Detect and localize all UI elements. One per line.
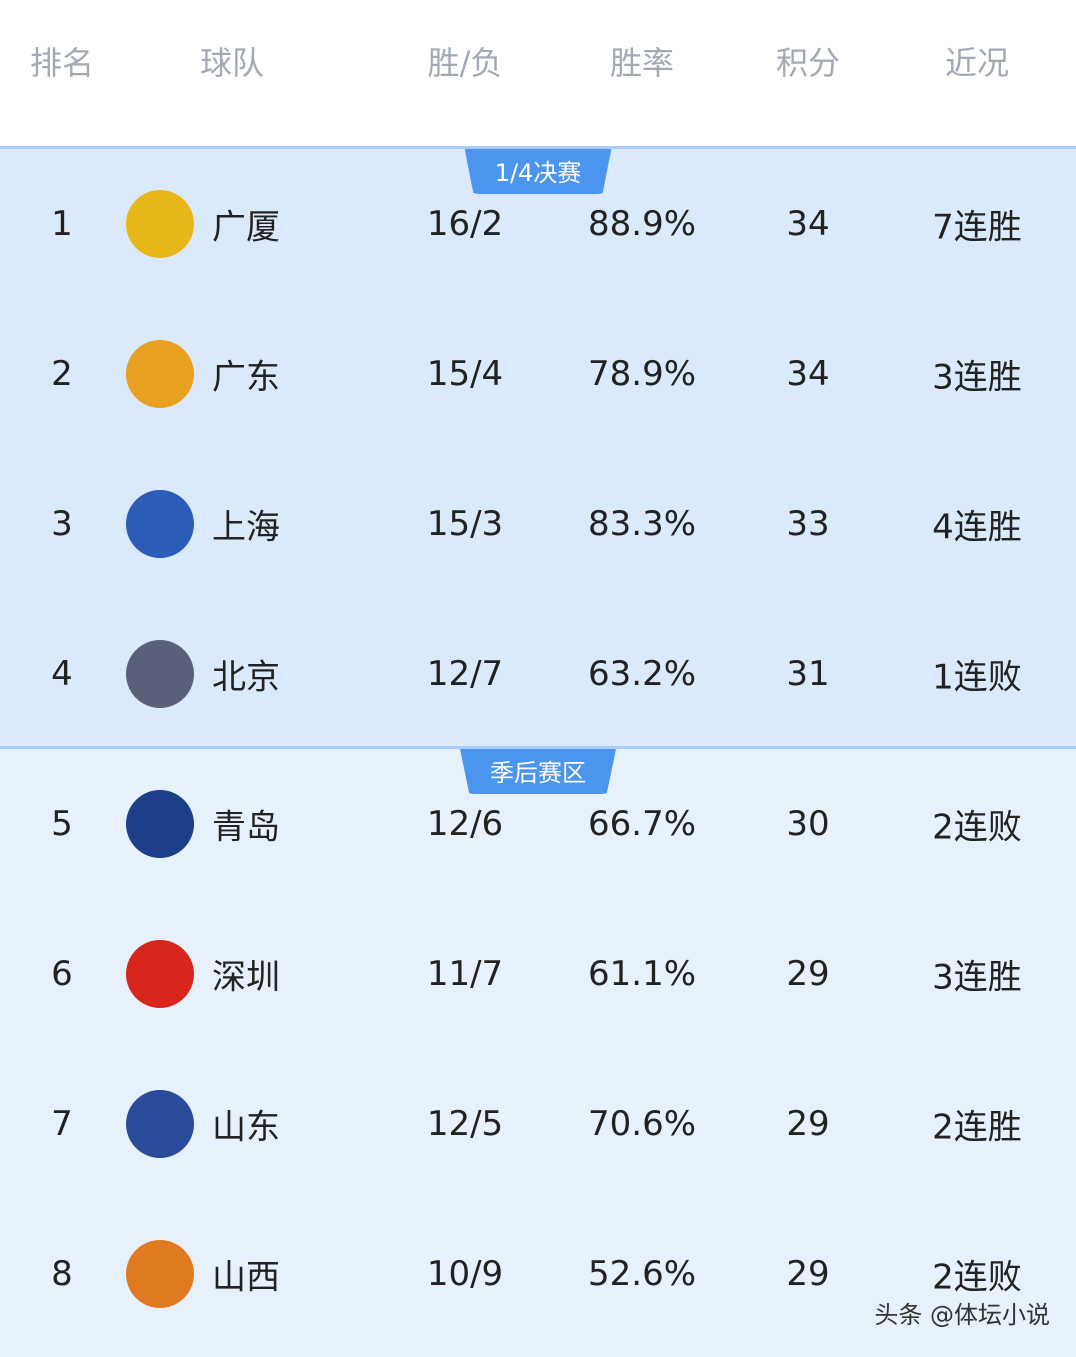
points: 34 xyxy=(786,204,830,244)
watermark: 头条 @体坛小说 xyxy=(874,1301,1050,1329)
streak: 3连胜 xyxy=(932,957,1022,998)
rank: 5 xyxy=(51,804,73,844)
team-logo-icon xyxy=(126,790,194,858)
table-row[interactable]: 8 山西 10/9 52.6% 29 2连败 xyxy=(0,1199,1076,1349)
team-name: 广东 xyxy=(212,357,280,398)
record: 12/6 xyxy=(426,804,504,844)
team-logo-icon xyxy=(126,340,194,408)
record: 15/3 xyxy=(426,504,504,544)
rank: 8 xyxy=(51,1254,73,1294)
team-logo-icon xyxy=(126,190,194,258)
record: 10/9 xyxy=(426,1254,504,1294)
rank: 4 xyxy=(51,654,73,694)
record: 15/4 xyxy=(426,354,504,394)
team-name: 广厦 xyxy=(212,207,280,248)
team-logo-icon xyxy=(126,640,194,708)
points: 29 xyxy=(786,1104,830,1144)
table-row[interactable]: 3 上海 15/3 83.3% 33 4连胜 xyxy=(0,449,1076,599)
win-pct: 52.6% xyxy=(587,1254,697,1294)
record: 12/5 xyxy=(426,1104,504,1144)
win-pct: 88.9% xyxy=(587,204,697,244)
team-name: 北京 xyxy=(212,657,280,698)
win-pct: 70.6% xyxy=(587,1104,697,1144)
section-tab: 1/4决赛 xyxy=(464,149,612,194)
win-pct: 78.9% xyxy=(587,354,697,394)
header-record: 胜/负 xyxy=(427,44,503,82)
points: 34 xyxy=(786,354,830,394)
table-row[interactable]: 1 广厦 16/2 88.9% 34 7连胜 xyxy=(0,149,1076,299)
rank: 7 xyxy=(51,1104,73,1144)
table-row[interactable]: 5 青岛 12/6 66.7% 30 2连败 xyxy=(0,749,1076,899)
streak: 4连胜 xyxy=(932,507,1022,548)
streak: 2连败 xyxy=(932,1257,1022,1298)
rank: 6 xyxy=(51,954,73,994)
record: 12/7 xyxy=(426,654,504,694)
section-tab: 季后赛区 xyxy=(460,749,616,794)
header-team: 球队 xyxy=(199,44,265,82)
header-win-pct: 胜率 xyxy=(609,44,675,82)
record: 16/2 xyxy=(426,204,504,244)
team-logo-icon xyxy=(126,490,194,558)
streak: 3连胜 xyxy=(932,357,1022,398)
streak: 2连胜 xyxy=(932,1107,1022,1148)
table-row[interactable]: 2 广东 15/4 78.9% 34 3连胜 xyxy=(0,299,1076,449)
points: 29 xyxy=(786,954,830,994)
win-pct: 61.1% xyxy=(587,954,697,994)
team-name: 青岛 xyxy=(212,807,280,848)
team-name: 上海 xyxy=(212,507,280,548)
win-pct: 63.2% xyxy=(587,654,697,694)
streak: 1连败 xyxy=(932,657,1022,698)
points: 29 xyxy=(786,1254,830,1294)
rank: 2 xyxy=(51,354,73,394)
points: 30 xyxy=(786,804,830,844)
points: 31 xyxy=(786,654,830,694)
team-logo-icon xyxy=(126,1240,194,1308)
rank: 1 xyxy=(51,204,73,244)
streak: 2连败 xyxy=(932,807,1022,848)
team-name: 山西 xyxy=(212,1257,280,1298)
points: 33 xyxy=(786,504,830,544)
header-rank: 排名 xyxy=(29,44,95,82)
win-pct: 66.7% xyxy=(587,804,697,844)
team-logo-icon xyxy=(126,940,194,1008)
header-streak: 近况 xyxy=(944,44,1010,82)
win-pct: 83.3% xyxy=(587,504,697,544)
team-logo-icon xyxy=(126,1090,194,1158)
team-name: 山东 xyxy=(212,1107,280,1148)
team-name: 深圳 xyxy=(212,957,280,998)
record: 11/7 xyxy=(426,954,504,994)
table-row[interactable]: 6 深圳 11/7 61.1% 29 3连胜 xyxy=(0,899,1076,1049)
table-header: 排名 球队 胜/负 胜率 积分 近况 xyxy=(0,0,1076,146)
table-row[interactable]: 7 山东 12/5 70.6% 29 2连胜 xyxy=(0,1049,1076,1199)
rank: 3 xyxy=(51,504,73,544)
header-points: 积分 xyxy=(775,44,841,82)
streak: 7连胜 xyxy=(932,207,1022,248)
table-row[interactable]: 4 北京 12/7 63.2% 31 1连败 xyxy=(0,599,1076,749)
